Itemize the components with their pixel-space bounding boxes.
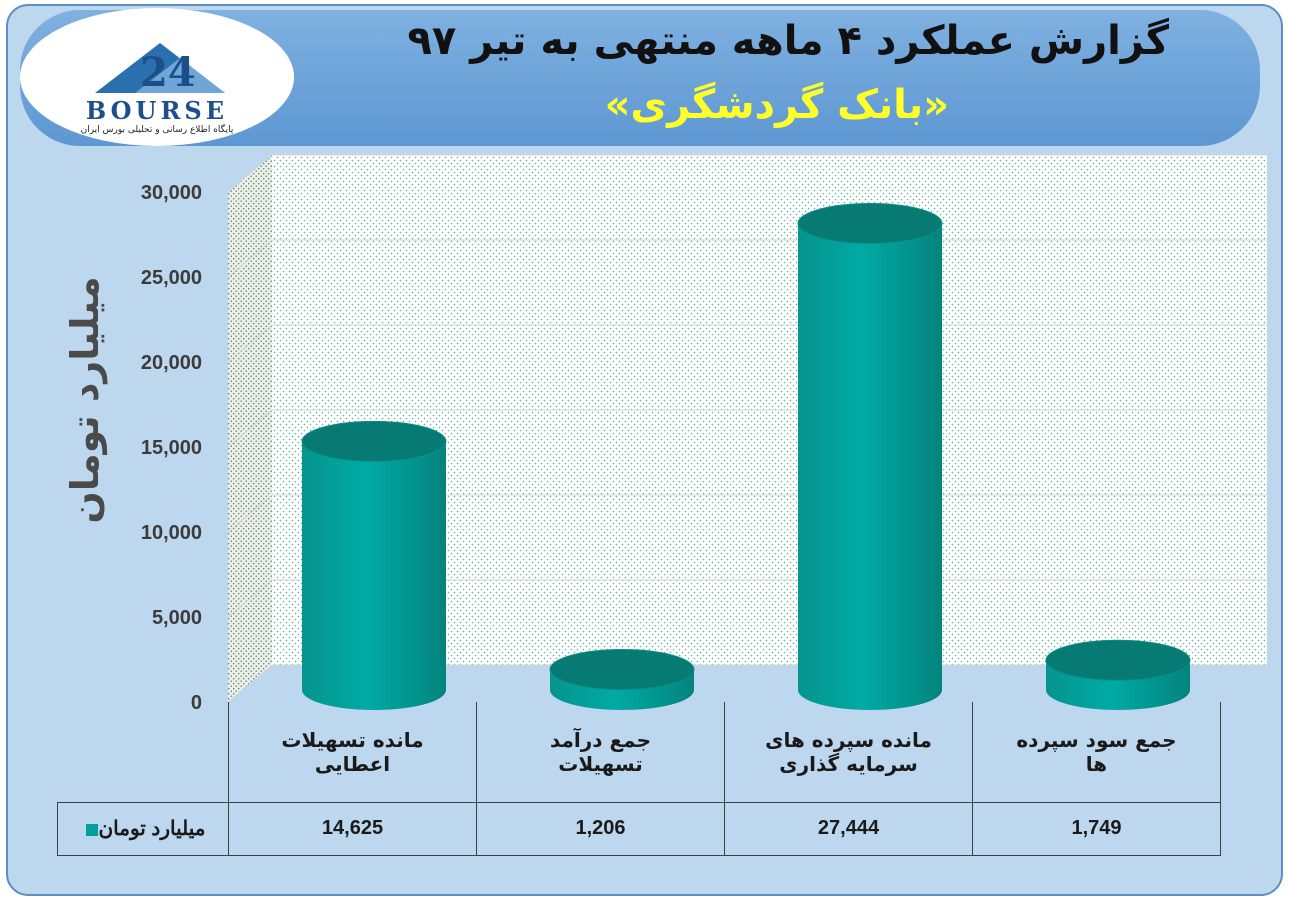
bar-body <box>798 223 942 710</box>
bar-body <box>302 441 446 710</box>
logo-wordmark: BOURSE <box>85 96 229 125</box>
gridline-side <box>227 664 273 703</box>
legend-entry: میلیارد تومان <box>57 801 229 856</box>
bar-4 <box>1045 639 1191 710</box>
chart-subtitle: «بانک گردشگری» <box>604 82 949 128</box>
category-row: مانده تسهیلات اعطایی جمع درآمد تسهیلات م… <box>58 702 1221 803</box>
y-tick-label: 30,000 <box>141 182 202 204</box>
y-tick-label: 0 <box>191 692 202 714</box>
category-label-2: جمع درآمد تسهیلات <box>476 702 725 803</box>
value-cell-3: 27,444 <box>724 801 973 856</box>
value-row: میلیارد تومان 14,625 1,206 27,444 1,749 <box>57 801 1221 856</box>
logo: 24 BOURSE پایگاه اطلاع رسانی و تحلیلی بو… <box>20 8 294 146</box>
bar-1 <box>301 420 447 710</box>
gridline-side <box>227 239 273 278</box>
category-label-4: جمع سود سپرده ها <box>972 702 1221 803</box>
chart-title: گزارش عملکرد ۴ ماهه منتهی به تیر ۹۷ <box>407 18 1169 64</box>
value-cell-4: 1,749 <box>972 801 1221 856</box>
logo-mark-icon: 24 <box>95 43 225 96</box>
logo-number: 24 <box>140 49 196 96</box>
category-label-1: مانده تسهیلات اعطایی <box>228 702 477 803</box>
bar-top <box>797 202 943 244</box>
gridline-side <box>227 579 273 618</box>
y-tick-label: 5,000 <box>152 607 202 629</box>
data-table: مانده تسهیلات اعطایی جمع درآمد تسهیلات م… <box>57 702 1221 856</box>
value-cell-1: 14,625 <box>228 801 477 856</box>
gridline-side <box>227 324 273 363</box>
gridline-side <box>227 409 273 448</box>
y-tick-label: 20,000 <box>141 352 202 374</box>
gridline-side <box>227 494 273 533</box>
bar-top <box>549 648 695 690</box>
gridline-side <box>227 154 273 193</box>
y-tick-label: 25,000 <box>141 267 202 289</box>
category-label-3: مانده سپرده های سرمایه گذاری <box>724 702 973 803</box>
bar-top <box>301 420 447 462</box>
bar-top <box>1045 639 1191 681</box>
y-tick-label: 15,000 <box>141 437 202 459</box>
y-tick-label: 10,000 <box>141 522 202 544</box>
bar-3 <box>797 202 943 710</box>
legend-swatch <box>86 823 99 836</box>
bar-2 <box>549 648 695 710</box>
value-cell-2: 1,206 <box>476 801 725 856</box>
logo-subtitle: پایگاه اطلاع رسانی و تحلیلی بورس ایران <box>80 125 234 135</box>
